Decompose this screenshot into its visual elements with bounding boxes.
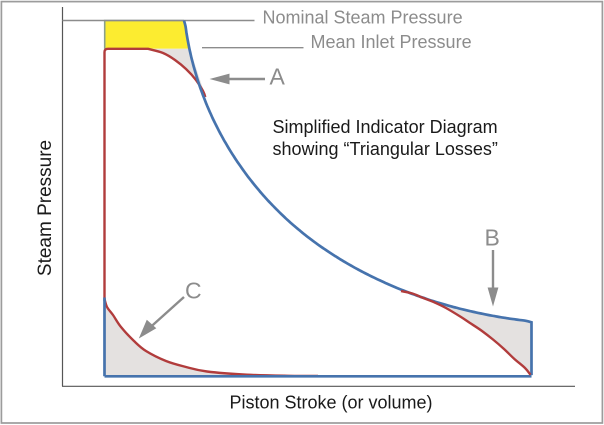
svg-text:C: C (185, 278, 202, 304)
svg-text:A: A (270, 64, 286, 90)
svg-text:Nominal Steam Pressure: Nominal Steam Pressure (263, 7, 463, 27)
svg-text:Steam Pressure: Steam Pressure (35, 140, 56, 276)
svg-text:B: B (485, 225, 500, 251)
svg-text:showing “Triangular Losses”: showing “Triangular Losses” (273, 139, 498, 159)
svg-text:Piston Stroke (or volume): Piston Stroke (or volume) (229, 392, 432, 412)
svg-text:Mean Inlet Pressure: Mean Inlet Pressure (311, 32, 472, 52)
svg-text:Simplified Indicator Diagram: Simplified Indicator Diagram (273, 117, 498, 137)
